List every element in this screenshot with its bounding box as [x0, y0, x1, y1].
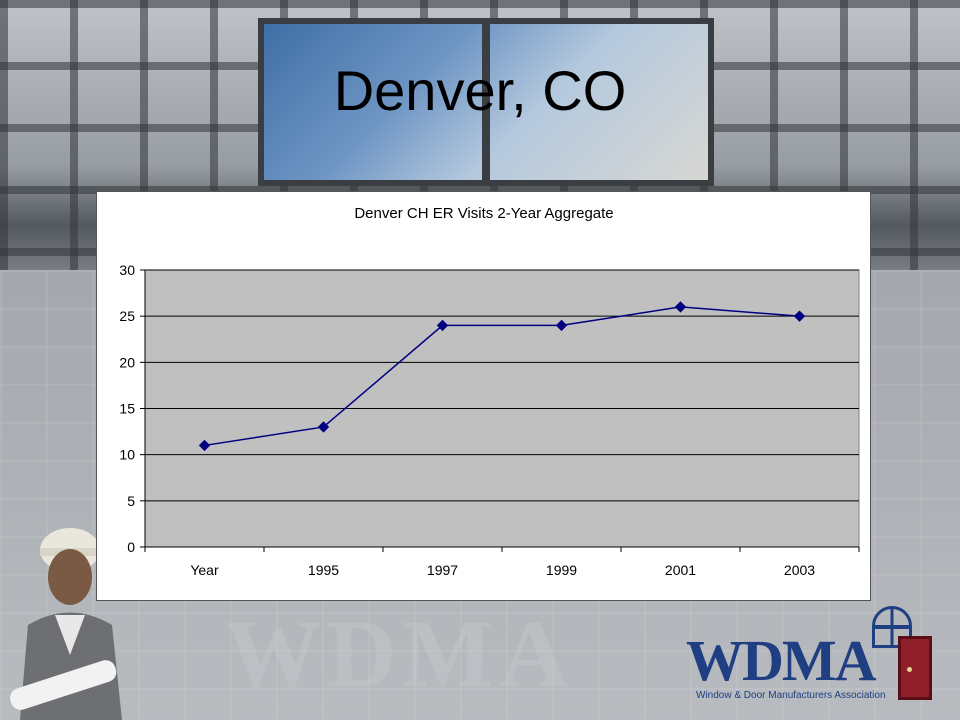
- background-window-image: [258, 18, 714, 186]
- x-tick-label: 1997: [427, 562, 458, 578]
- data-point: [674, 301, 687, 313]
- logo-door-icon: [898, 636, 932, 700]
- y-tick-label: 10: [119, 447, 135, 463]
- logo-subtitle: Window & Door Manufacturers Association: [696, 690, 886, 701]
- series-line: [204, 306, 800, 447]
- y-tick-label: 25: [119, 308, 135, 324]
- wdma-logo: WDMA Window & Door Manufacturers Associa…: [686, 606, 940, 714]
- data-point: [198, 439, 211, 452]
- y-tick-label: 0: [127, 539, 135, 555]
- chart-title: Denver CH ER Visits 2-Year Aggregate: [354, 205, 613, 222]
- y-tick-label: 20: [119, 354, 135, 370]
- data-point: [793, 310, 806, 322]
- x-tick-label: 1999: [546, 562, 577, 578]
- data-point: [317, 421, 330, 433]
- y-tick-label: 15: [119, 401, 135, 417]
- data-point: [436, 319, 449, 332]
- x-tick-label: Year: [190, 562, 219, 578]
- y-tick-label: 30: [119, 262, 135, 278]
- x-tick-label: 2003: [784, 562, 815, 578]
- y-tick-label: 5: [127, 493, 135, 509]
- x-tick-label: 2001: [665, 562, 696, 578]
- logo-text: WDMA: [686, 628, 877, 693]
- slide-title: Denver, CO: [333, 59, 627, 122]
- floor-watermark: WDMA: [225, 600, 575, 707]
- x-tick-label: 1995: [308, 562, 339, 578]
- chart-panel: Denver CH ER Visits 2-Year Aggregate 0 5 1…: [96, 191, 871, 601]
- line-chart: Denver CH ER Visits 2-Year Aggregate 0 5 1…: [119, 205, 860, 578]
- worker-illustration: [10, 528, 122, 720]
- data-point: [555, 319, 568, 332]
